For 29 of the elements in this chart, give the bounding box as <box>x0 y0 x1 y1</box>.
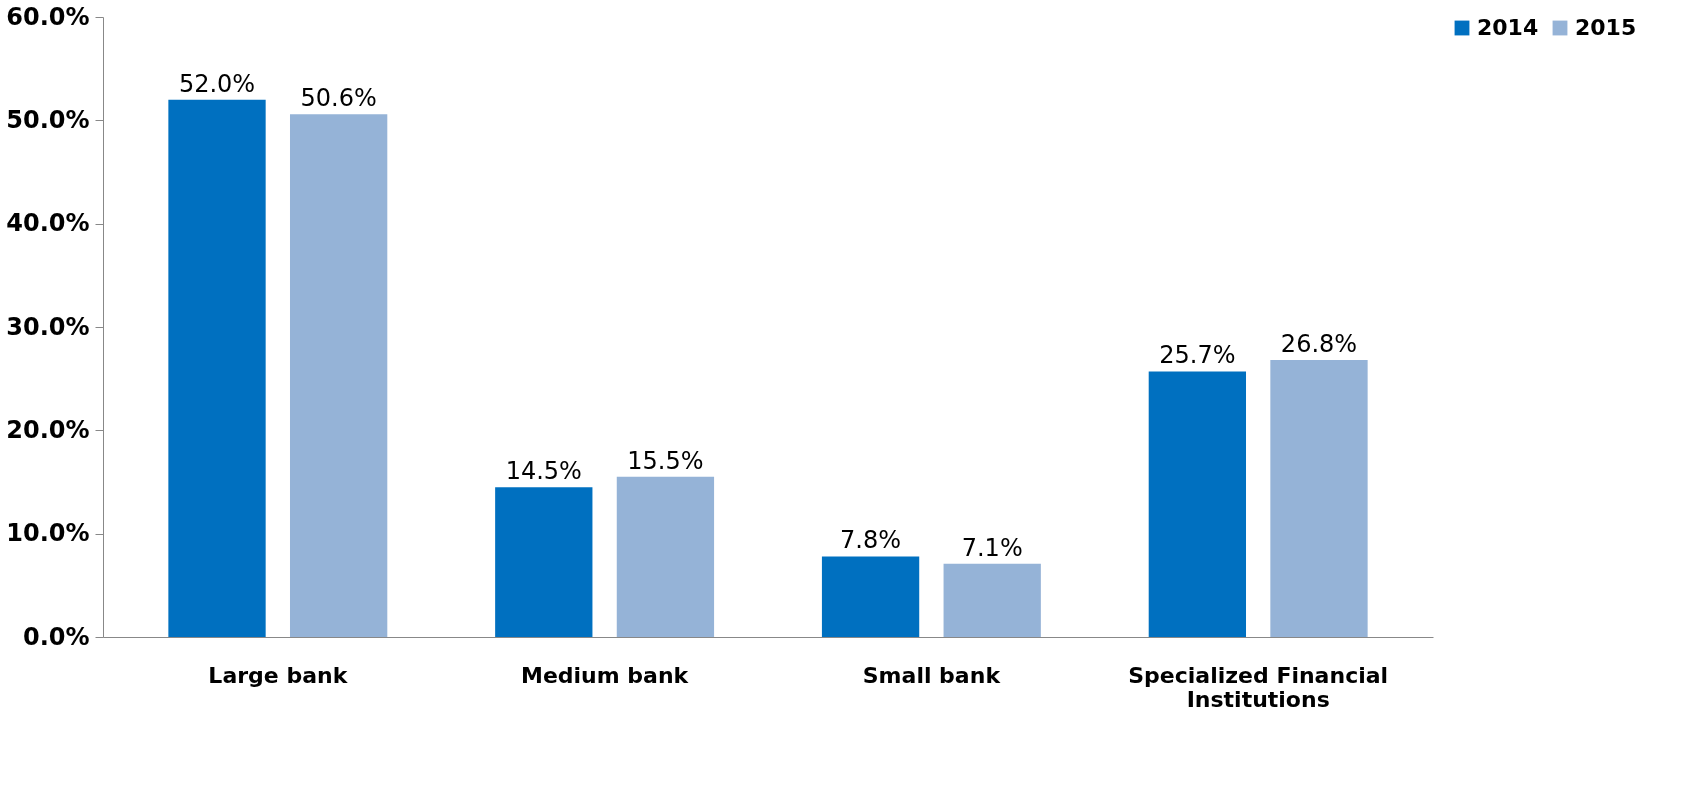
bar <box>168 99 266 637</box>
legend-label: 2015 <box>1575 15 1637 40</box>
bar <box>616 476 715 637</box>
y-tick-label: 50.0% <box>6 105 90 134</box>
data-label: 7.8% <box>840 526 902 555</box>
data-label: 15.5% <box>627 446 704 475</box>
bar <box>289 114 388 637</box>
x-tick-label: Small bank <box>862 662 1002 688</box>
y-tick-label: 30.0% <box>6 312 90 341</box>
y-tick-label: 60.0% <box>6 2 90 31</box>
x-tick-label: Medium bank <box>520 662 690 688</box>
y-tick-label: 40.0% <box>6 209 90 238</box>
x-tick-label: Large bank <box>208 662 349 688</box>
legend-label: 2014 <box>1477 15 1539 40</box>
bar <box>495 487 593 637</box>
bar <box>1148 371 1247 637</box>
x-tick-label: Specialized Financial Institutions <box>1128 662 1389 712</box>
data-label: 7.1% <box>961 533 1023 562</box>
y-tick-label: 10.0% <box>6 519 90 548</box>
data-label: 14.5% <box>505 457 582 486</box>
bar <box>943 563 1041 637</box>
data-label: 25.7% <box>1159 341 1236 370</box>
data-label: 52.0% <box>178 69 256 98</box>
bar <box>1270 360 1368 637</box>
data-label: 50.6% <box>300 84 377 113</box>
y-tick-label: 0.0% <box>22 622 90 651</box>
bar <box>821 556 920 637</box>
y-tick-label: 20.0% <box>6 415 90 444</box>
data-label: 26.8% <box>1280 330 1358 359</box>
